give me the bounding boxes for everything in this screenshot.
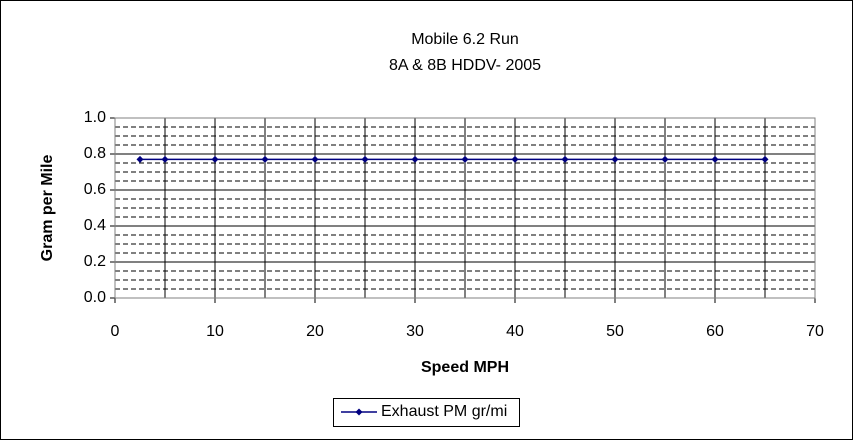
- data-point: [761, 155, 769, 163]
- data-point: [161, 155, 169, 163]
- x-tick-label: 60: [706, 323, 724, 340]
- plot-border: [114, 117, 816, 299]
- y-tick-label: 0.8: [84, 145, 106, 162]
- legend-marker: [355, 408, 363, 416]
- x-tick-label: 20: [306, 323, 324, 340]
- data-point: [461, 155, 469, 163]
- y-tick-label: 0.2: [84, 253, 106, 270]
- data-point: [511, 155, 519, 163]
- x-tick-label: 70: [806, 323, 824, 340]
- chart-title: Mobile 6.2 Run: [411, 31, 519, 48]
- x-tick-label: 0: [111, 323, 120, 340]
- x-axis-label: Speed MPH: [421, 359, 509, 376]
- legend-label: Exhaust PM gr/mi: [381, 403, 507, 420]
- data-point: [311, 155, 319, 163]
- data-point: [611, 155, 619, 163]
- x-tick-label: 10: [206, 323, 224, 340]
- data-point: [661, 155, 669, 163]
- data-point: [711, 155, 719, 163]
- y-axis-label: Gram per Mile: [39, 155, 56, 262]
- y-tick-label: 0.0: [84, 289, 106, 306]
- data-point: [211, 155, 219, 163]
- data-point: [561, 155, 569, 163]
- y-tick-label: 0.4: [84, 217, 106, 234]
- data-point: [261, 155, 269, 163]
- chart-subtitle: 8A & 8B HDDV- 2005: [389, 57, 541, 74]
- data-point: [411, 155, 419, 163]
- x-tick-label: 30: [406, 323, 424, 340]
- y-tick-label: 1.0: [84, 109, 106, 126]
- legend: Exhaust PM gr/mi: [333, 398, 520, 427]
- data-point: [361, 155, 369, 163]
- x-tick-label: 50: [606, 323, 624, 340]
- y-tick-label: 0.6: [84, 181, 106, 198]
- x-tick-label: 40: [506, 323, 524, 340]
- data-point: [136, 155, 144, 163]
